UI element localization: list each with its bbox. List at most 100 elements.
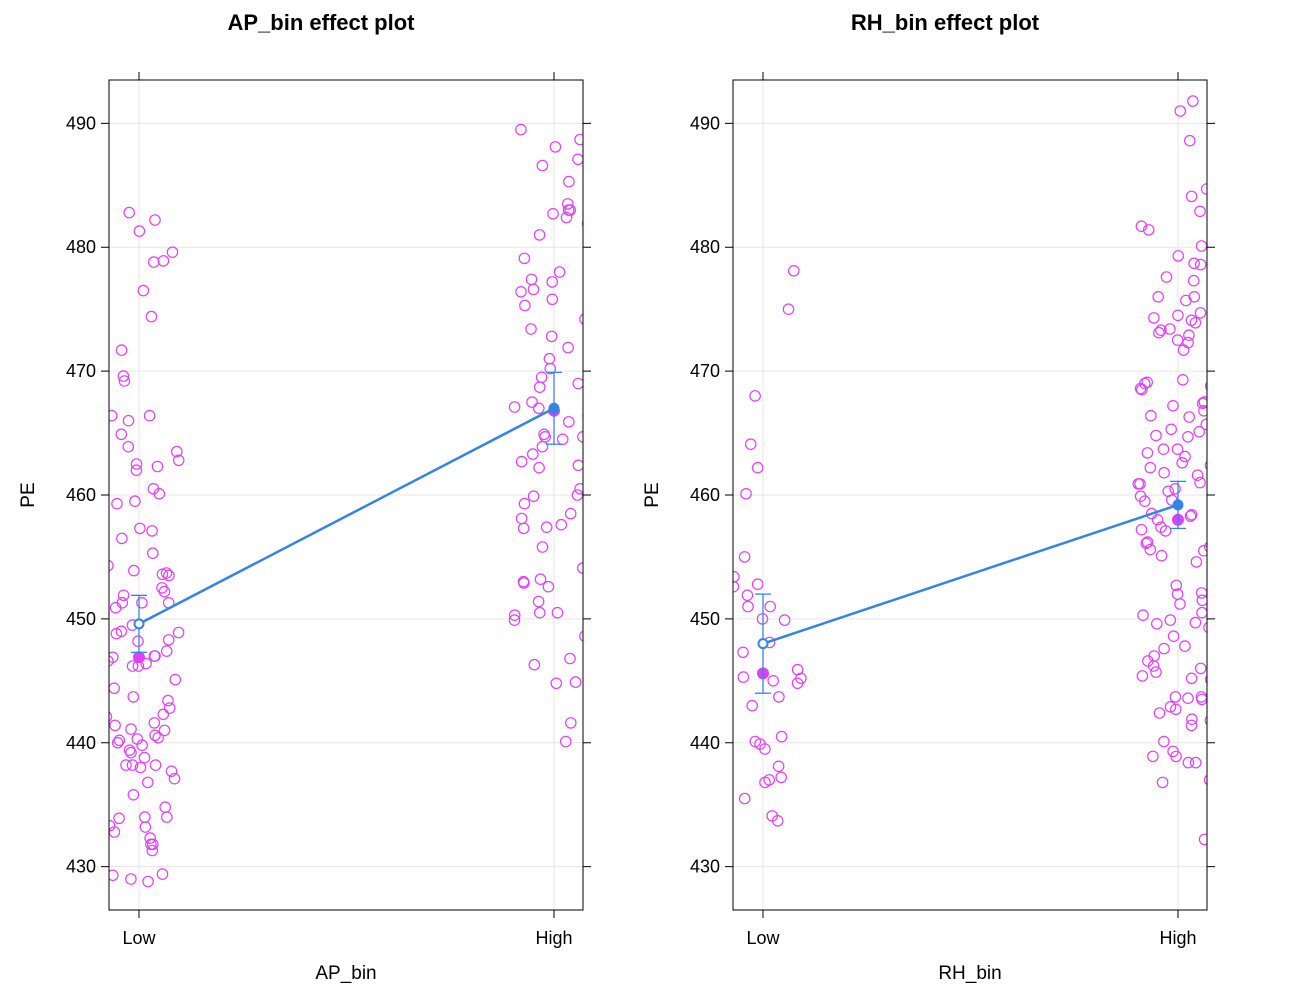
data-point [1211, 355, 1221, 365]
data-point [1151, 513, 1164, 526]
data-point [1171, 588, 1184, 600]
data-point [1144, 543, 1157, 556]
data-point [1145, 409, 1157, 422]
data-point [791, 663, 804, 676]
effect-fit-point [1172, 499, 1184, 511]
data-point [1206, 696, 1207, 703]
rh-bin-effect-plot: RH_bin effect plot RH_bin PE 430 440 450 46… [642, 10, 1222, 984]
data-point [1189, 616, 1202, 629]
x-axis-label: AP_bin [315, 963, 376, 984]
data-point [157, 255, 170, 267]
data-point [137, 284, 150, 297]
data-point [1198, 405, 1207, 417]
data-point [1204, 675, 1207, 685]
data-point [1183, 411, 1195, 423]
data-point [1158, 642, 1170, 655]
data-point [563, 175, 575, 188]
data-point [139, 811, 151, 823]
data-point [782, 303, 795, 315]
data-point [751, 578, 764, 590]
data-point [1200, 418, 1207, 431]
data-point [546, 293, 559, 306]
data-point [129, 495, 141, 507]
data-point [549, 141, 562, 153]
y-tick-label: 490 [66, 113, 96, 133]
data-point [518, 577, 530, 589]
data-point [1193, 425, 1205, 438]
data-point [109, 820, 116, 832]
data-point [1185, 314, 1198, 327]
data-point [1153, 707, 1166, 719]
data-point [111, 497, 123, 510]
data-point [533, 606, 546, 619]
data-point [564, 204, 576, 216]
data-point [1206, 693, 1207, 699]
data-point [115, 344, 128, 356]
data-point [1203, 622, 1207, 634]
data-point [1160, 271, 1173, 283]
data-point [123, 744, 136, 756]
data-point [1191, 469, 1204, 481]
effect-fit-line [762, 503, 1179, 645]
data-point [1176, 456, 1188, 469]
data-point [1209, 605, 1219, 615]
data-point [1171, 334, 1184, 346]
data-point [1196, 594, 1207, 607]
data-point [117, 589, 130, 602]
data-point [574, 133, 583, 146]
data-point [555, 518, 568, 531]
x-tick-label: Low [122, 928, 156, 948]
data-point [1155, 324, 1167, 336]
data-point [1172, 250, 1185, 262]
data-point [791, 677, 804, 690]
data-point [146, 844, 159, 857]
data-point [1150, 666, 1162, 678]
data-point [589, 518, 599, 528]
data-point [1164, 323, 1176, 335]
data-point [1212, 626, 1222, 636]
data-point [1203, 774, 1207, 786]
data-point [134, 761, 147, 774]
data-point [515, 512, 528, 525]
data-point [518, 252, 531, 265]
data-point [1185, 719, 1198, 732]
data-point [564, 717, 577, 729]
data-point [161, 811, 173, 823]
y-tick-label: 480 [66, 237, 96, 257]
effect-fit-line [138, 407, 555, 625]
data-point [126, 759, 139, 771]
y-tick-label: 470 [690, 361, 720, 381]
data-point [1196, 606, 1207, 619]
data-point [508, 609, 521, 621]
data-point [1194, 307, 1207, 319]
data-point [130, 458, 143, 470]
data-point [741, 589, 754, 602]
data-point [134, 522, 146, 535]
data-point [128, 564, 140, 577]
data-point [547, 208, 559, 220]
data-point [559, 735, 572, 748]
data-point [588, 298, 598, 308]
data-point [1145, 507, 1158, 520]
data-point [1185, 672, 1198, 685]
data-point [1159, 525, 1172, 537]
data-point [569, 676, 582, 688]
data-point [1188, 290, 1201, 303]
data-point [527, 283, 540, 296]
data-point [156, 582, 168, 594]
data-point [749, 390, 761, 402]
data-point [145, 310, 158, 323]
data-point [149, 729, 161, 742]
data-point [151, 460, 164, 473]
chart-title: RH_bin effect plot [851, 10, 1040, 35]
data-point [561, 198, 574, 210]
data-point [1134, 490, 1147, 502]
data-point [1150, 429, 1162, 442]
y-tick-label: 460 [66, 485, 96, 505]
data-point [149, 214, 161, 226]
data-point [532, 402, 545, 415]
data-point [1136, 383, 1148, 396]
data-point [1182, 430, 1194, 443]
data-point [1136, 670, 1149, 682]
data-point [772, 760, 785, 773]
